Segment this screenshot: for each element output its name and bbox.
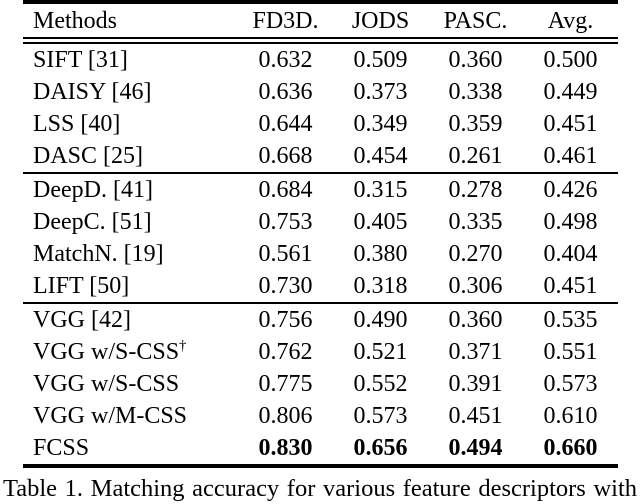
- value-cell: 0.509: [353, 47, 408, 73]
- value-cell: 0.261: [448, 143, 503, 169]
- method-label: LIFT [50]: [33, 273, 130, 299]
- method-label: SIFT [31]: [33, 47, 128, 73]
- method-label: VGG [42]: [23, 302, 238, 336]
- value-cell: 0.561: [258, 241, 313, 267]
- table-row: VGG w/M-CSS 0.806 0.573 0.451 0.610: [23, 400, 618, 432]
- value-cell: 0.636: [258, 79, 313, 105]
- column-header-jods: JODS: [333, 2, 428, 44]
- table-section-3: VGG [42] 0.756 0.490 0.360 0.535 VGG w/S-CSS†…: [23, 302, 618, 466]
- value-cell: 0.404: [543, 241, 598, 267]
- value-cell: 0.762: [258, 339, 313, 365]
- value-cell: 0.449: [543, 79, 598, 105]
- method-label: VGG w/S-CSS†: [33, 338, 187, 365]
- method-label: DeepC. [51]: [33, 209, 152, 235]
- value-cell: 0.756: [238, 302, 333, 336]
- table-row: DeepC. [51] 0.753 0.405 0.335 0.498: [23, 206, 618, 238]
- value-cell: 0.360: [428, 302, 523, 336]
- value-cell: 0.405: [353, 209, 408, 235]
- value-cell: 0.753: [258, 209, 313, 235]
- column-header-avg: Avg.: [523, 2, 618, 44]
- value-cell: 0.349: [353, 111, 408, 137]
- value-cell: 0.373: [353, 79, 408, 105]
- value-cell: 0.573: [543, 371, 598, 397]
- table-row: FCSS 0.830 0.656 0.494 0.660: [23, 432, 618, 466]
- value-cell: 0.391: [448, 371, 503, 397]
- value-cell: 0.454: [353, 143, 408, 169]
- column-header-methods: Methods: [23, 2, 238, 44]
- value-cell: 0.775: [258, 371, 313, 397]
- value-cell: 0.451: [543, 273, 598, 299]
- value-cell: 0.338: [448, 79, 503, 105]
- value-cell: 0.644: [258, 111, 313, 137]
- table-caption: Table 1. Matching accuracy for various f…: [3, 475, 637, 502]
- value-cell: 0.426: [523, 172, 618, 206]
- dagger-marker: †: [179, 338, 187, 354]
- value-cell: 0.318: [353, 273, 408, 299]
- method-label: DAISY [46]: [33, 79, 152, 105]
- value-cell: 0.335: [448, 209, 503, 235]
- table-row: DeepD. [41] 0.684 0.315 0.278 0.426: [23, 172, 618, 206]
- value-cell: 0.306: [448, 273, 503, 299]
- value-cell: 0.461: [543, 143, 598, 169]
- value-cell: 0.360: [448, 47, 503, 73]
- value-cell: 0.380: [353, 241, 408, 267]
- value-cell: 0.500: [543, 47, 598, 73]
- value-cell: 0.552: [353, 371, 408, 397]
- value-cell: 0.494: [448, 435, 503, 461]
- value-cell: 0.573: [353, 403, 408, 429]
- table-row: MatchN. [19] 0.561 0.380 0.270 0.404: [23, 238, 618, 270]
- value-cell: 0.656: [353, 435, 408, 461]
- column-header-fd3d: FD3D.: [238, 2, 333, 44]
- table-row: LSS [40] 0.644 0.349 0.359 0.451: [23, 108, 618, 140]
- table-row: SIFT [31] 0.632 0.509 0.360 0.500: [23, 41, 618, 77]
- value-cell: 0.498: [543, 209, 598, 235]
- value-cell: 0.451: [543, 111, 598, 137]
- value-cell: 0.371: [448, 339, 503, 365]
- table-row: DASC [25] 0.668 0.454 0.261 0.461: [23, 140, 618, 173]
- method-label: VGG w/M-CSS: [33, 403, 188, 429]
- column-header-pasc: PASC.: [428, 2, 523, 44]
- value-cell: 0.632: [258, 47, 313, 73]
- header-row: Methods FD3D. JODS PASC. Avg.: [23, 2, 618, 44]
- value-cell: 0.806: [258, 403, 313, 429]
- value-cell: 0.668: [258, 143, 313, 169]
- method-label: DeepD. [41]: [23, 172, 238, 206]
- method-label: LSS [40]: [33, 111, 121, 137]
- table-row: LIFT [50] 0.730 0.318 0.306 0.451: [23, 270, 618, 303]
- results-table-area: Methods FD3D. JODS PASC. Avg. SIFT [31] 0.632 0…: [23, 0, 618, 468]
- value-cell: 0.359: [448, 111, 503, 137]
- method-label: MatchN. [19]: [33, 241, 164, 267]
- table-row: VGG [42] 0.756 0.490 0.360 0.535: [23, 302, 618, 336]
- value-cell: 0.270: [448, 241, 503, 267]
- value-cell: 0.660: [543, 435, 598, 461]
- value-cell: 0.610: [543, 403, 598, 429]
- table-row: VGG w/S-CSS 0.775 0.552 0.391 0.573: [23, 368, 618, 400]
- value-cell: 0.451: [448, 403, 503, 429]
- value-cell: 0.830: [258, 435, 313, 461]
- value-cell: 0.278: [428, 172, 523, 206]
- value-cell: 0.315: [333, 172, 428, 206]
- table-row: DAISY [46] 0.636 0.373 0.338 0.449: [23, 76, 618, 108]
- method-label: FCSS: [33, 435, 90, 461]
- value-cell: 0.521: [353, 339, 408, 365]
- table-section-2: DeepD. [41] 0.684 0.315 0.278 0.426 DeepC. [5…: [23, 172, 618, 303]
- table-row: VGG w/S-CSS† 0.762 0.521 0.371 0.551: [23, 336, 618, 368]
- value-cell: 0.535: [523, 302, 618, 336]
- results-table: Methods FD3D. JODS PASC. Avg. SIFT [31] 0.632 0…: [23, 0, 618, 468]
- value-cell: 0.684: [238, 172, 333, 206]
- value-cell: 0.551: [543, 339, 598, 365]
- value-cell: 0.490: [333, 302, 428, 336]
- method-label: DASC [25]: [33, 143, 144, 169]
- value-cell: 0.730: [258, 273, 313, 299]
- method-label: VGG w/S-CSS: [33, 371, 180, 397]
- table-section-1: SIFT [31] 0.632 0.509 0.360 0.500 DAISY [46] 0…: [23, 41, 618, 174]
